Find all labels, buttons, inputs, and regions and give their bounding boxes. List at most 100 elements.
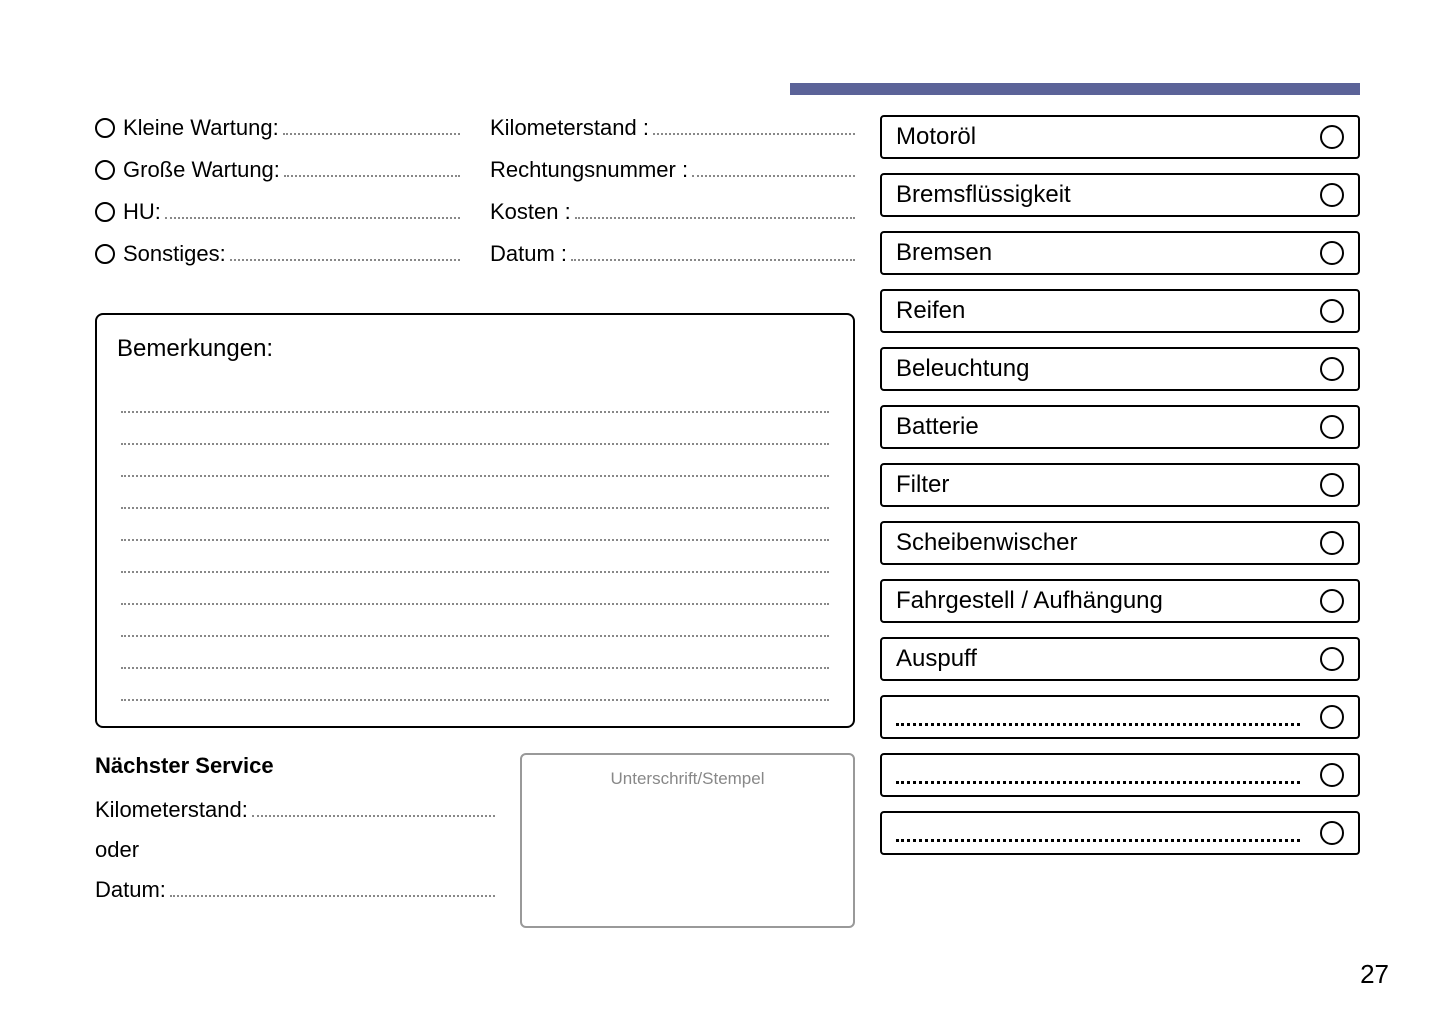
dotted-fill-line bbox=[165, 199, 460, 219]
remarks-line[interactable] bbox=[121, 509, 829, 541]
service-type-column: Kleine Wartung: Große Wartung: HU: Sonstige… bbox=[95, 115, 460, 283]
service-detail-row[interactable]: Kilometerstand : bbox=[490, 115, 855, 145]
checklist-item[interactable]: Fahrgestell / Aufhängung bbox=[880, 579, 1360, 623]
dotted-fill-line bbox=[692, 157, 855, 177]
checklist-circle-icon[interactable] bbox=[1320, 589, 1344, 613]
next-service-km-row[interactable]: Kilometerstand: bbox=[95, 797, 495, 825]
radio-circle-icon[interactable] bbox=[95, 118, 115, 138]
checklist-item[interactable]: Auspuff bbox=[880, 637, 1360, 681]
checklist-item-label: Motoröl bbox=[896, 123, 976, 151]
remarks-line[interactable] bbox=[121, 573, 829, 605]
next-service-km-fill bbox=[252, 797, 495, 817]
checklist-item[interactable]: Filter bbox=[880, 463, 1360, 507]
remarks-line[interactable] bbox=[121, 413, 829, 445]
checklist-circle-icon[interactable] bbox=[1320, 763, 1344, 787]
checklist-item-label: Bremsen bbox=[896, 239, 992, 267]
next-service-km-label: Kilometerstand: bbox=[95, 797, 248, 823]
checklist-blank-line bbox=[896, 708, 1300, 726]
checklist-item[interactable]: Motoröl bbox=[880, 115, 1360, 159]
next-service-date-row[interactable]: Datum: bbox=[95, 877, 495, 905]
next-service-date-fill bbox=[170, 877, 495, 897]
checklist-item-label: Reifen bbox=[896, 297, 965, 325]
dotted-fill-line bbox=[653, 115, 855, 135]
remarks-line[interactable] bbox=[121, 605, 829, 637]
checklist-item-label: Auspuff bbox=[896, 645, 977, 673]
checklist-item-label: Fahrgestell / Aufhängung bbox=[896, 587, 1163, 615]
checklist-item[interactable] bbox=[880, 753, 1360, 797]
checklist-item-label: Filter bbox=[896, 471, 949, 499]
next-service-section: Nächster Service Kilometerstand: oder Da… bbox=[95, 753, 495, 928]
inspection-checklist: Motoröl Bremsflüssigkeit Bremsen Reifen Bele… bbox=[880, 115, 1360, 869]
signature-stamp-label: Unterschrift/Stempel bbox=[611, 769, 765, 788]
signature-stamp-box[interactable]: Unterschrift/Stempel bbox=[520, 753, 855, 928]
service-detail-label: Rechtungsnummer : bbox=[490, 157, 688, 183]
remarks-line[interactable] bbox=[121, 541, 829, 573]
main-form-area: Kleine Wartung: Große Wartung: HU: Sonstige… bbox=[95, 115, 855, 928]
next-service-or-label: oder bbox=[95, 837, 139, 863]
checklist-item[interactable]: Reifen bbox=[880, 289, 1360, 333]
service-type-label: HU: bbox=[123, 199, 161, 225]
service-details-column: Kilometerstand : Rechtungsnummer : Kosten … bbox=[490, 115, 855, 283]
checklist-circle-icon[interactable] bbox=[1320, 705, 1344, 729]
remarks-line[interactable] bbox=[121, 669, 829, 701]
service-detail-row[interactable]: Rechtungsnummer : bbox=[490, 157, 855, 187]
service-fields-columns: Kleine Wartung: Große Wartung: HU: Sonstige… bbox=[95, 115, 855, 283]
page-number: 27 bbox=[1360, 959, 1389, 990]
remarks-lines-container bbox=[117, 381, 833, 701]
dotted-fill-line bbox=[230, 241, 460, 261]
service-type-row[interactable]: Kleine Wartung: bbox=[95, 115, 460, 145]
radio-circle-icon[interactable] bbox=[95, 244, 115, 264]
dotted-fill-line bbox=[575, 199, 855, 219]
checklist-circle-icon[interactable] bbox=[1320, 821, 1344, 845]
service-type-row[interactable]: Große Wartung: bbox=[95, 157, 460, 187]
remarks-line[interactable] bbox=[121, 445, 829, 477]
service-type-label: Sonstiges: bbox=[123, 241, 226, 267]
service-detail-label: Datum : bbox=[490, 241, 567, 267]
radio-circle-icon[interactable] bbox=[95, 202, 115, 222]
checklist-item[interactable]: Batterie bbox=[880, 405, 1360, 449]
remarks-line[interactable] bbox=[121, 637, 829, 669]
checklist-item-label: Beleuchtung bbox=[896, 355, 1029, 383]
remarks-line[interactable] bbox=[121, 477, 829, 509]
checklist-item-label: Bremsflüssigkeit bbox=[896, 181, 1071, 209]
checklist-blank-line bbox=[896, 824, 1300, 842]
remarks-box: Bemerkungen: bbox=[95, 313, 855, 728]
next-service-date-label: Datum: bbox=[95, 877, 166, 903]
checklist-circle-icon[interactable] bbox=[1320, 299, 1344, 323]
next-service-or-row: oder bbox=[95, 837, 495, 865]
service-type-label: Kleine Wartung: bbox=[123, 115, 279, 141]
checklist-circle-icon[interactable] bbox=[1320, 241, 1344, 265]
checklist-item[interactable] bbox=[880, 811, 1360, 855]
remarks-line[interactable] bbox=[121, 381, 829, 413]
dotted-fill-line bbox=[284, 157, 460, 177]
service-type-row[interactable]: HU: bbox=[95, 199, 460, 229]
bottom-row: Nächster Service Kilometerstand: oder Da… bbox=[95, 753, 855, 928]
checklist-item-label: Batterie bbox=[896, 413, 979, 441]
service-type-row[interactable]: Sonstiges: bbox=[95, 241, 460, 271]
checklist-circle-icon[interactable] bbox=[1320, 647, 1344, 671]
dotted-fill-line bbox=[283, 115, 460, 135]
checklist-circle-icon[interactable] bbox=[1320, 531, 1344, 555]
dotted-fill-line bbox=[571, 241, 855, 261]
service-detail-label: Kosten : bbox=[490, 199, 571, 225]
remarks-title: Bemerkungen: bbox=[117, 335, 833, 363]
service-detail-row[interactable]: Datum : bbox=[490, 241, 855, 271]
checklist-item[interactable] bbox=[880, 695, 1360, 739]
radio-circle-icon[interactable] bbox=[95, 160, 115, 180]
service-type-label: Große Wartung: bbox=[123, 157, 280, 183]
checklist-item[interactable]: Scheibenwischer bbox=[880, 521, 1360, 565]
service-detail-label: Kilometerstand : bbox=[490, 115, 649, 141]
checklist-item[interactable]: Beleuchtung bbox=[880, 347, 1360, 391]
checklist-item[interactable]: Bremsflüssigkeit bbox=[880, 173, 1360, 217]
checklist-circle-icon[interactable] bbox=[1320, 473, 1344, 497]
header-accent-bar bbox=[790, 83, 1360, 95]
checklist-item[interactable]: Bremsen bbox=[880, 231, 1360, 275]
next-service-title: Nächster Service bbox=[95, 753, 495, 779]
service-detail-row[interactable]: Kosten : bbox=[490, 199, 855, 229]
checklist-blank-line bbox=[896, 766, 1300, 784]
checklist-circle-icon[interactable] bbox=[1320, 415, 1344, 439]
checklist-circle-icon[interactable] bbox=[1320, 357, 1344, 381]
checklist-circle-icon[interactable] bbox=[1320, 183, 1344, 207]
checklist-circle-icon[interactable] bbox=[1320, 125, 1344, 149]
checklist-item-label: Scheibenwischer bbox=[896, 529, 1077, 557]
